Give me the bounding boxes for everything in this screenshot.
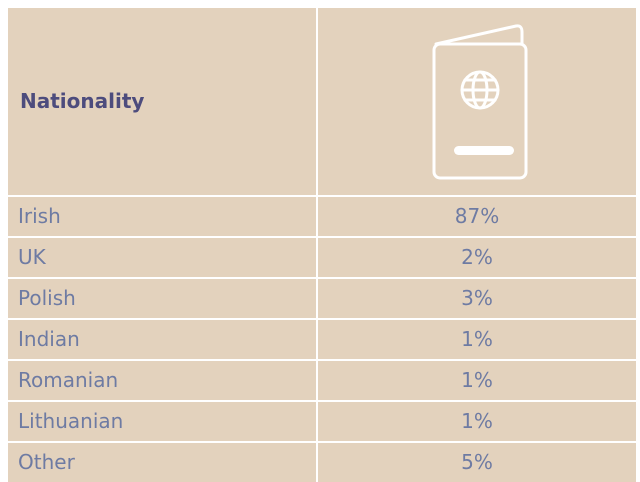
nationality-cell: Lithuanian: [18, 409, 124, 433]
table-row: Indian 1%: [8, 318, 636, 359]
table-row: UK 2%: [8, 236, 636, 277]
header-row: Nationality: [8, 8, 636, 195]
table-row: Polish 3%: [8, 277, 636, 318]
table-row: Irish 87%: [8, 195, 636, 236]
passport-icon: [432, 24, 528, 180]
nationality-cell: Indian: [18, 327, 80, 351]
column-divider: [316, 8, 318, 482]
percent-cell: 2%: [461, 245, 493, 269]
header-cell: Nationality: [20, 89, 145, 113]
nationality-cell: Polish: [18, 286, 76, 310]
percent-cell: 5%: [461, 450, 493, 474]
nationality-cell: Romanian: [18, 368, 119, 392]
table-row: Other 5%: [8, 441, 636, 482]
percent-cell: 87%: [454, 204, 500, 228]
table: Nationality Irish 87% UK 2% Polish 3% Indian 1%…: [8, 8, 636, 482]
nationality-cell: Irish: [18, 204, 61, 228]
nationality-cell: Other: [18, 450, 75, 474]
percent-cell: 1%: [461, 409, 493, 433]
table-row: Lithuanian 1%: [8, 400, 636, 441]
percent-cell: 3%: [461, 286, 493, 310]
percent-cell: 1%: [461, 327, 493, 351]
percent-cell: 1%: [461, 368, 493, 392]
nationality-cell: UK: [18, 245, 46, 269]
table-row: Romanian 1%: [8, 359, 636, 400]
